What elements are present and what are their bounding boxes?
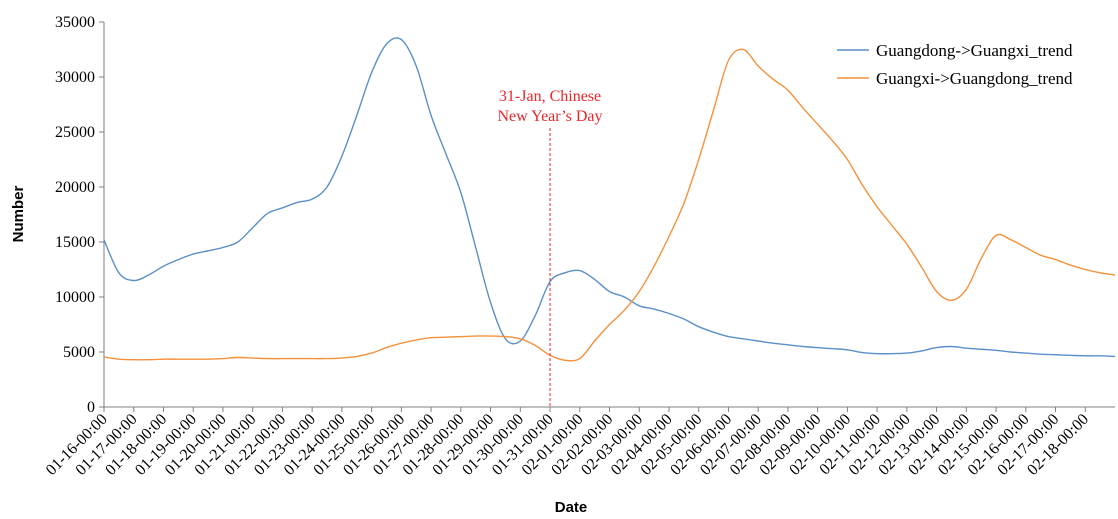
y-tick-label: 35000 [55,14,95,31]
annotation-label: 31-Jan, Chinese [499,88,601,105]
annotation-label: New Year’s Day [498,108,603,125]
y-tick-label: 30000 [55,69,95,86]
y-tick-label: 5000 [63,344,95,361]
legend-label: Guangdong->Guangxi_trend [876,41,1073,60]
y-tick-label: 20000 [55,179,95,196]
y-tick-label: 25000 [55,124,95,141]
x-axis-title: Date [555,499,588,516]
y-tick-label: 15000 [55,234,95,251]
legend: Guangdong->Guangxi_trend Guangxi->Guangdo… [837,41,1073,88]
y-tick-label: 0 [87,399,95,416]
series-layer [103,37,1116,362]
y-axis-ticks: 0 5000 10000 15000 20000 25000 30000 35000 [55,14,104,416]
series-line-guangxi-to-guangdong [103,48,1116,362]
series-line-guangdong-to-guangxi [103,37,1116,358]
x-axis-ticks: 01-16-00:0001-17-00:0001-18-00:0001-19-0… [43,407,1092,479]
y-tick-label: 10000 [55,289,95,306]
legend-label: Guangxi->Guangdong_trend [876,69,1073,88]
y-axis-title: Number [10,186,27,243]
annotation-layer: 31-Jan, Chinese New Year’s Day [498,88,603,407]
